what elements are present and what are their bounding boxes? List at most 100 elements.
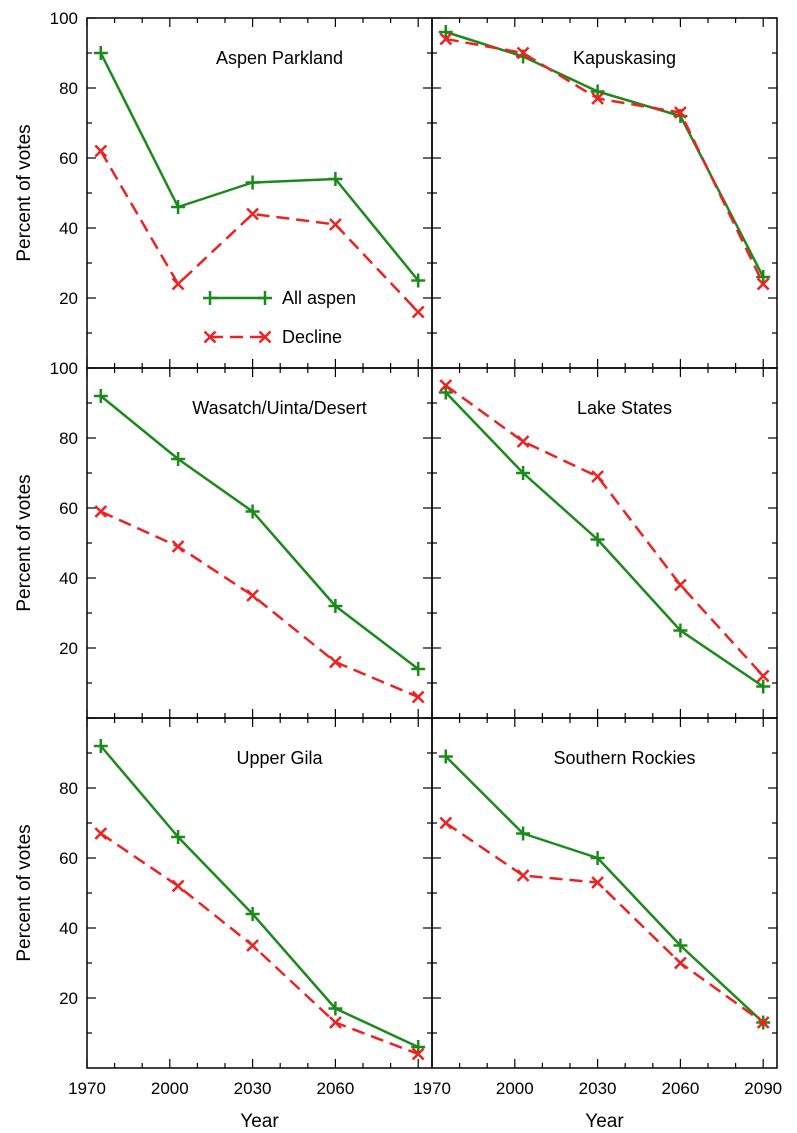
series-all-aspen (438, 749, 771, 1030)
panel-frame (431, 367, 778, 719)
x-tick-label: 2030 (579, 1079, 617, 1098)
data-point-decline (516, 435, 530, 448)
data-point-decline (516, 46, 530, 60)
series-decline (439, 379, 770, 683)
series-line-all-aspen (445, 30, 765, 278)
data-point-decline (674, 106, 687, 119)
panel-frame (86, 717, 433, 1069)
y-axis-label: Percent of votes (14, 824, 35, 961)
series-decline (94, 144, 425, 319)
panel-4: Lake States (431, 367, 778, 719)
series-decline (94, 827, 425, 1061)
y-axis-label: Percent of votes (14, 474, 35, 611)
x-tick-label: 2000 (496, 1079, 534, 1098)
series-line-all-aspen (99, 745, 419, 1049)
panel-title: Lake States (577, 398, 672, 418)
panel-title: Wasatch/Uinta/Desert (192, 398, 366, 418)
data-point-decline (591, 92, 604, 105)
data-point-decline (246, 589, 259, 602)
panel-frame (86, 17, 433, 369)
series-line-decline (445, 821, 764, 1024)
series-all-aspen (438, 385, 771, 694)
y-tick-label: 100 (50, 9, 78, 28)
y-tick-label: 100 (50, 359, 78, 378)
series-line-all-aspen (444, 755, 765, 1024)
series-line-decline (100, 510, 419, 699)
data-point-decline (674, 956, 687, 970)
panel-6: 1970 2000 2030 2060 2090 Year Southern Rockies (413, 717, 782, 1132)
data-point-decline (756, 1016, 770, 1029)
series-line-decline (99, 150, 420, 313)
data-point-decline (439, 379, 453, 392)
y-tick-label: 20 (59, 289, 78, 308)
y-tick-label: 80 (59, 429, 78, 448)
data-point-decline (94, 505, 108, 518)
legend-marker-decline (258, 330, 272, 344)
y-tick-label: 40 (59, 219, 78, 238)
data-point-decline (246, 207, 259, 221)
data-point-decline (171, 879, 185, 893)
data-point-decline (411, 1047, 425, 1061)
series-line-all-aspen (99, 52, 420, 282)
y-tick-label: 60 (59, 149, 78, 168)
data-point-decline (439, 816, 453, 830)
data-point-decline (246, 939, 259, 952)
y-tick-label: 60 (59, 849, 78, 868)
panel-title: Upper Gila (236, 748, 323, 768)
series-all-aspen (93, 739, 426, 1054)
y-tick-label: 20 (59, 989, 78, 1008)
chart-panels: 20 40 60 80 100 Percent of votes Aspen Parklan… (14, 9, 782, 1132)
panel-frame (431, 717, 778, 1069)
data-point-decline (329, 1016, 342, 1029)
data-point-decline (591, 470, 604, 483)
y-tick-label: 80 (59, 79, 78, 98)
x-axis-label: Year (585, 1111, 624, 1132)
legend-label-decline: Decline (282, 327, 342, 347)
y-tick-label: 20 (59, 639, 78, 658)
series-line-decline (445, 37, 765, 285)
y-tick-label: 40 (59, 919, 78, 938)
data-point-decline (756, 669, 770, 683)
panel-frame (431, 17, 778, 369)
y-tick-label: 60 (59, 499, 78, 518)
series-all-aspen (93, 389, 426, 676)
panel-title: Southern Rockies (553, 748, 695, 768)
panel-2: Kapuskasing (431, 17, 778, 369)
panel-title: Kapuskasing (573, 48, 676, 68)
data-point-decline (756, 277, 770, 291)
series-decline (94, 505, 425, 704)
data-point-decline (516, 869, 530, 882)
data-point-decline (329, 218, 342, 231)
series-decline (439, 32, 770, 291)
x-axis-label: Year (240, 1111, 279, 1132)
data-point-decline (439, 32, 453, 46)
series-all-aspen (93, 46, 426, 288)
data-point-decline (329, 655, 342, 669)
data-point-decline (171, 540, 185, 553)
legend: All aspen Decline (203, 288, 356, 347)
x-tick-label: 2030 (234, 1079, 272, 1098)
data-point-decline (171, 277, 185, 291)
series-line-decline (100, 832, 419, 1056)
x-tick-label: 1970 (68, 1079, 106, 1098)
panel-3: 20 40 60 80 100 Percent of votes Wasatch/Uinta… (14, 359, 433, 719)
y-tick-label: 80 (59, 779, 78, 798)
panel-frame (86, 367, 433, 719)
data-point-decline (674, 578, 687, 592)
data-point-decline (591, 876, 604, 889)
y-axis-label: Percent of votes (14, 124, 35, 261)
x-tick-label: 2090 (744, 1079, 782, 1098)
data-point-decline (411, 690, 425, 704)
panel-1: 20 40 60 80 100 Percent of votes Aspen Parklan… (14, 9, 433, 369)
series-decline (439, 816, 770, 1029)
data-point-decline (411, 305, 425, 319)
x-tick-label: 2060 (316, 1079, 354, 1098)
legend-marker-decline (203, 330, 217, 344)
data-point-decline (94, 827, 108, 840)
x-tick-label: 2060 (661, 1079, 699, 1098)
data-point-decline (94, 144, 108, 158)
legend-label-all-aspen: All aspen (282, 288, 356, 308)
panel-5: 20 40 60 80 1970 2000 2030 2060 Percent of votes… (14, 717, 433, 1132)
x-tick-label: 2000 (151, 1079, 189, 1098)
